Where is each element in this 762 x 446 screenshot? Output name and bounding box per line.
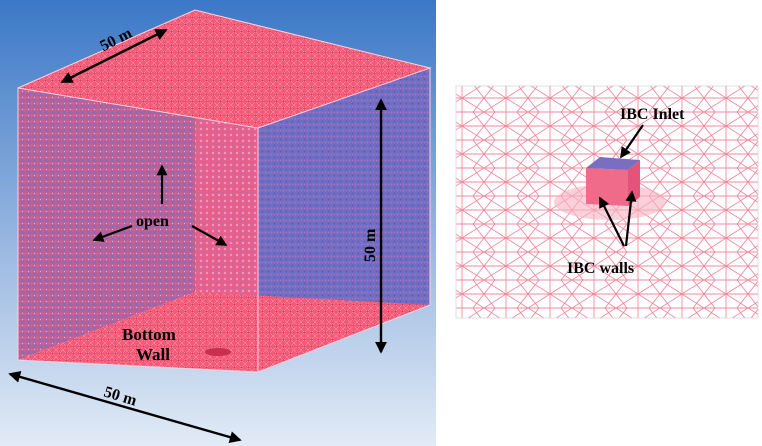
ibc-side-face (586, 168, 628, 206)
cube-top-face (18, 10, 430, 128)
open-arrow-left (92, 224, 133, 242)
bottom-wall-label-line1: Bottom (122, 325, 176, 344)
open-label: open (136, 213, 169, 230)
right-panel: IBC Inlet IBC walls (455, 85, 759, 319)
top-dimension-arrow (60, 28, 168, 84)
source-block (205, 348, 231, 356)
cube-bottom-wall (18, 292, 430, 372)
cube-right-face (258, 68, 430, 372)
cube-inner-column (195, 98, 258, 318)
ibc-walls-label: IBC walls (567, 260, 634, 277)
side-dimension-label: 50 m (362, 228, 379, 262)
ibc-walls-arrow-right (624, 190, 637, 247)
ibc-inlet-face (586, 157, 640, 170)
bottom-wall-label-line2: Wall (136, 345, 170, 364)
ibc-inlet-label: IBC Inlet (620, 106, 685, 123)
bottom-dimension-arrow (8, 371, 242, 443)
ibc-walls-arrow-left (599, 196, 625, 247)
cube-left-face (18, 45, 195, 360)
left-panel: 50 m 50 m 50 m open Bottom Wall (0, 0, 436, 446)
ibc-inlet-arrow (620, 124, 644, 159)
cube-edges (17, 9, 432, 373)
open-arrow-right (191, 225, 228, 246)
